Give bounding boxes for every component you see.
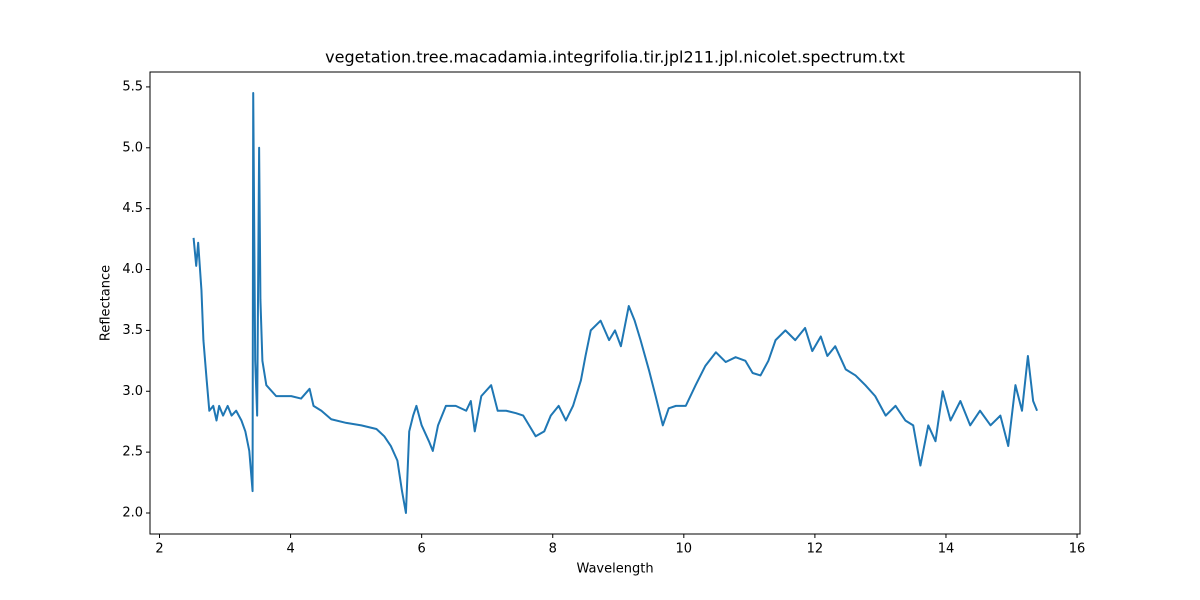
y-tick-label: 4.5 [122,201,143,216]
y-tick-label: 5.0 [122,140,143,155]
y-tick-label: 5.5 [122,79,143,94]
y-tick-label: 3.5 [122,323,143,338]
x-tick-label: 2 [155,542,163,557]
y-tick-label: 2.0 [122,506,143,521]
chart-title: vegetation.tree.macadamia.integrifolia.t… [325,48,905,67]
plot-frame [149,71,1081,535]
y-tick-label: 2.5 [122,445,143,460]
x-axis-label: Wavelength [576,562,653,577]
x-tick-label: 8 [549,542,557,557]
y-tick-label: 3.0 [122,384,143,399]
x-tick-label: 16 [1069,542,1086,557]
x-tick-label: 10 [676,542,693,557]
spectrum-line [192,92,1038,514]
x-tick-label: 4 [286,542,294,557]
x-tick-label: 6 [418,542,426,557]
x-tick-label: 12 [807,542,824,557]
y-axis-label: Reflectance [99,265,114,341]
x-tick-label: 14 [938,542,955,557]
y-tick-label: 4.0 [122,262,143,277]
